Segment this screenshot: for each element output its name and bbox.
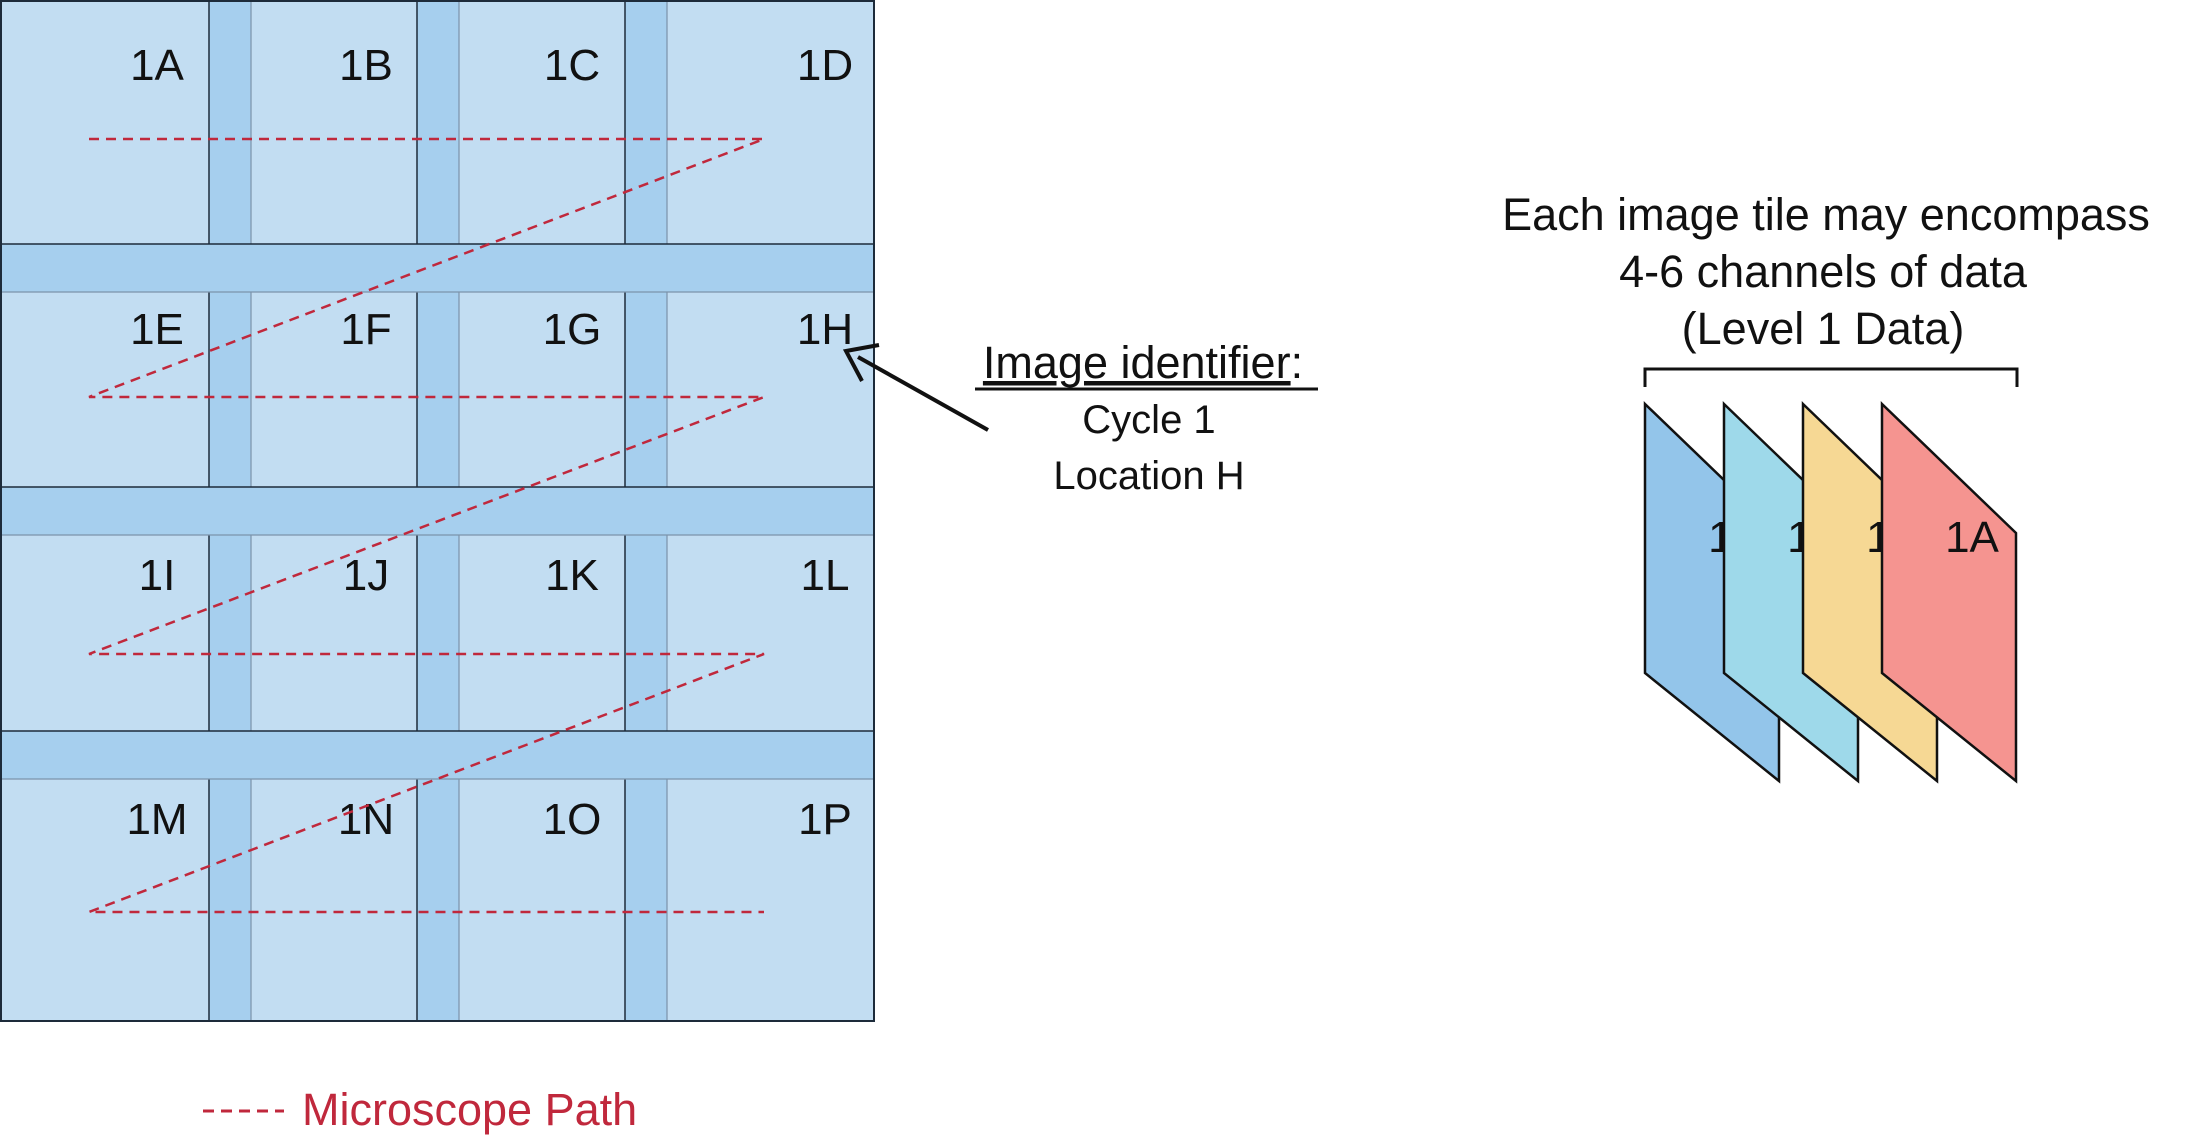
- identifier-arrow: [857, 355, 989, 432]
- grid-border: [0, 0, 875, 1022]
- channel-cards: 1A1A1A1A: [1643, 401, 2018, 784]
- identifier-arrowhead: [842, 343, 880, 382]
- tile-label: 1M: [126, 795, 187, 844]
- tile-label: 1O: [543, 795, 602, 844]
- tile-label: 1J: [343, 551, 389, 600]
- channels-bracket: [1643, 367, 2019, 387]
- tile-label: 1P: [798, 795, 852, 844]
- microscope-path: [88, 137, 765, 914]
- channel-card: [1880, 401, 2018, 784]
- legend: Microscope Path: [203, 1084, 637, 1135]
- tile-label: 1E: [130, 305, 184, 354]
- channels-caption-line-2: 4-6 channels of data: [1619, 246, 2028, 297]
- tile-label: 1I: [139, 551, 176, 600]
- tile-grid: 1A 1B 1C 1D 1E 1F 1G 1H 1I 1J 1K 1L 1M 1N 1O 1P: [0, 0, 875, 1022]
- channel-card-label: 1A: [1945, 513, 1999, 562]
- tile-label: 1L: [801, 551, 850, 600]
- tile-label: 1K: [545, 551, 599, 600]
- horizontal-overlap-band: [0, 244, 875, 292]
- channels-caption-line-3: (Level 1 Data): [1682, 303, 1965, 354]
- microscope-path-line: [88, 137, 765, 914]
- tile-label: 1A: [130, 41, 184, 90]
- tile-label: 1D: [797, 41, 853, 90]
- tile-label: 1H: [797, 305, 853, 354]
- legend-label: Microscope Path: [302, 1084, 637, 1135]
- image-identifier-callout: Image identifier: Cycle 1 Location H: [842, 337, 1318, 498]
- tile-label: 1F: [340, 305, 391, 354]
- tile-label: 1B: [339, 41, 393, 90]
- horizontal-overlap-band: [0, 487, 875, 535]
- channels-caption: Each image tile may encompass 4-6 channe…: [1502, 189, 2150, 387]
- channels-caption-line-1: Each image tile may encompass: [1502, 189, 2150, 240]
- tile-label: 1C: [544, 41, 600, 90]
- horizontal-overlap-band: [0, 731, 875, 779]
- identifier-location: Location H: [1053, 454, 1244, 498]
- tile-label: 1N: [338, 795, 394, 844]
- tile-label: 1G: [543, 305, 602, 354]
- identifier-heading: Image identifier:: [983, 337, 1303, 388]
- identifier-cycle: Cycle 1: [1082, 398, 1215, 442]
